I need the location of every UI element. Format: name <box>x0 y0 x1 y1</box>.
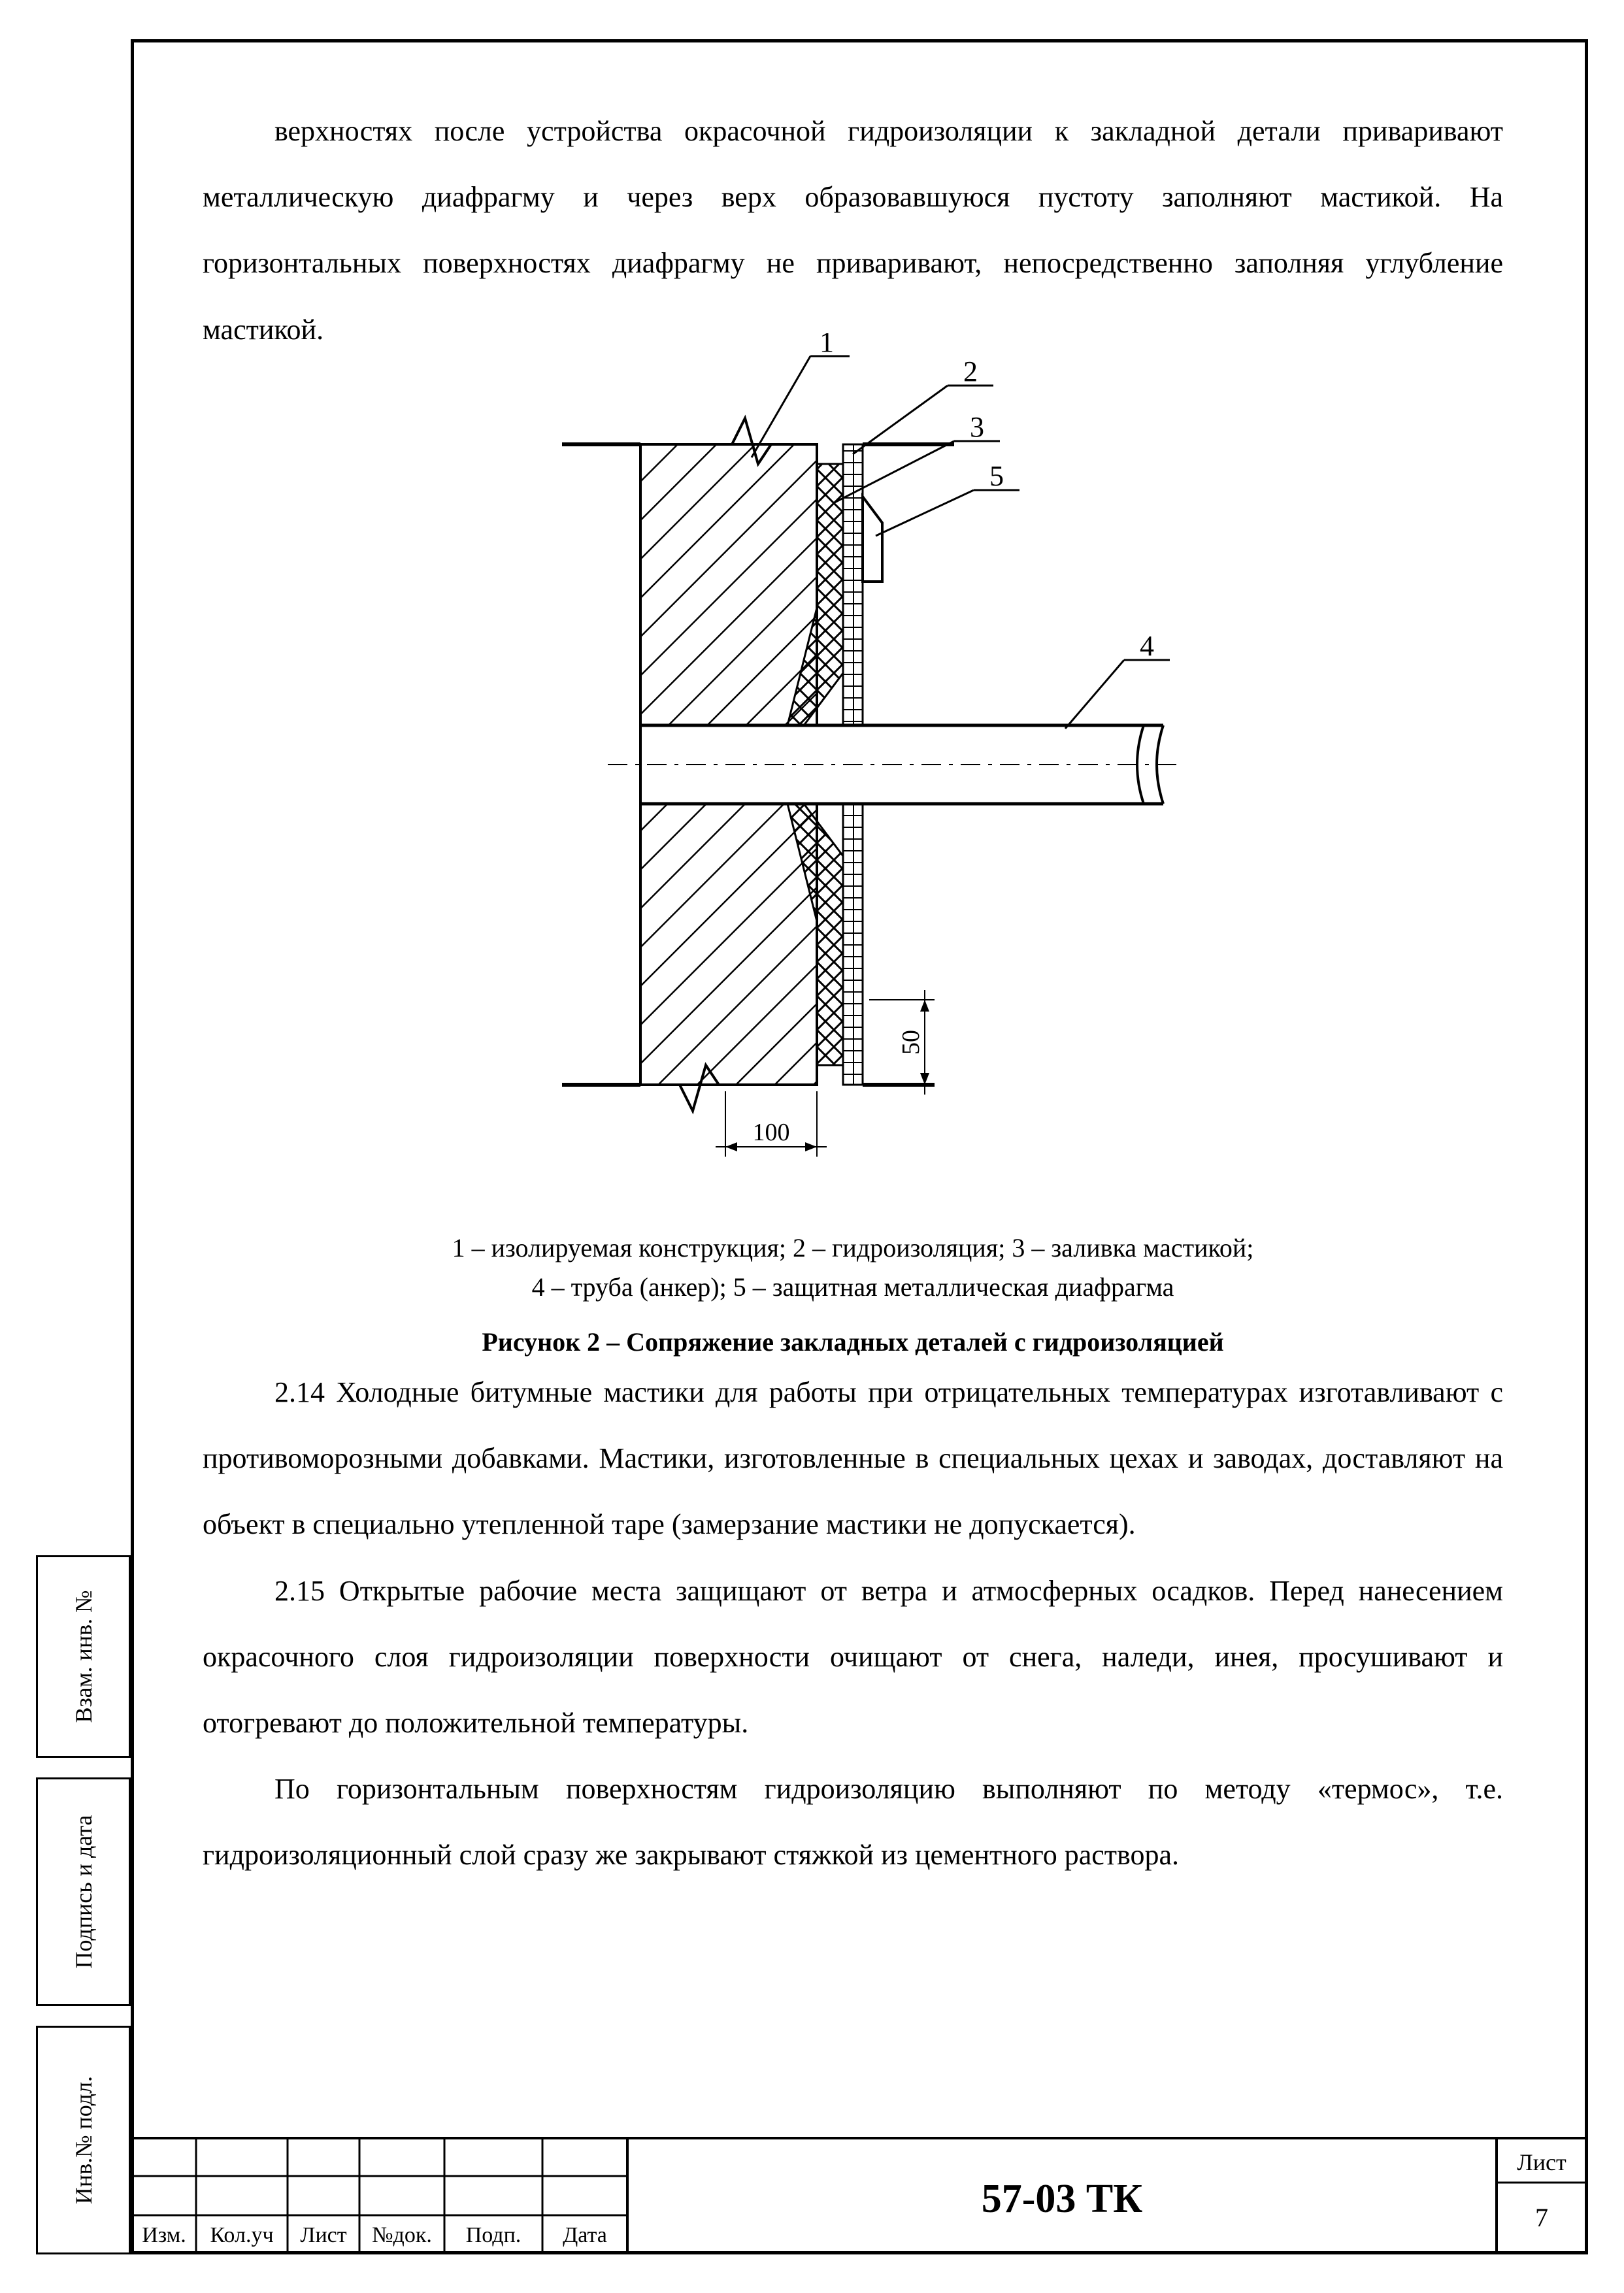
col-list: Лист <box>288 2223 359 2248</box>
stamp-podpis-data: Подпись и дата <box>36 1777 131 2006</box>
callout-1: 1 <box>820 333 834 358</box>
body-text-bottom: 2.14 Холодные битумные мастики для работ… <box>203 1359 1503 1889</box>
col-data: Дата <box>542 2223 627 2248</box>
sheet-label: Лист <box>1497 2149 1587 2176</box>
figure-caption: Рисунок 2 – Сопряжение закладных деталей… <box>203 1327 1503 1357</box>
callout-4: 4 <box>1140 630 1154 662</box>
sheet-number: 7 <box>1497 2202 1587 2233</box>
body-text-top: верхностях после устройства окрасочной г… <box>203 98 1503 363</box>
figure-legend: 1 – изолируемая конструкция; 2 – гидроиз… <box>203 1229 1503 1307</box>
legend-line-1: 1 – изолируемая конструкция; 2 – гидроиз… <box>203 1229 1503 1268</box>
paragraph-2: 2.14 Холодные битумные мастики для работ… <box>203 1359 1503 1558</box>
dim-100: 100 <box>753 1119 790 1146</box>
col-podp: Подп. <box>444 2223 542 2248</box>
callout-2: 2 <box>963 355 978 388</box>
stamp-vzam-inv: Взам. инв. № <box>36 1555 131 1758</box>
dim-50: 50 <box>897 1030 925 1055</box>
figure-svg: 1 2 3 5 4 100 50 <box>477 333 1229 1215</box>
title-block: Изм. Кол.уч Лист №док. Подп. Дата 57-03 … <box>131 2137 1588 2254</box>
paragraph-1: верхностях после устройства окрасочной г… <box>203 98 1503 363</box>
stamp-inv-podl: Инв.№ подл. <box>36 2026 131 2254</box>
callout-5: 5 <box>989 460 1004 492</box>
col-kol: Кол.уч <box>196 2223 288 2248</box>
document-number: 57-03 ТК <box>627 2176 1497 2222</box>
legend-line-2: 4 – труба (анкер); 5 – защитная металлич… <box>203 1268 1503 1307</box>
callout-3: 3 <box>970 411 984 443</box>
figure-2: 1 2 3 5 4 100 50 1 – изолируемая констру… <box>203 333 1503 1357</box>
sidebar-stamps: Взам. инв. № Подпись и дата Инв.№ подл. <box>36 1555 131 2254</box>
col-ndok: №док. <box>359 2223 444 2248</box>
paragraph-4: По горизонтальным поверхностям гидроизол… <box>203 1756 1503 1888</box>
paragraph-3: 2.15 Открытые рабочие места защищают от … <box>203 1558 1503 1757</box>
col-izm: Изм. <box>132 2223 196 2248</box>
